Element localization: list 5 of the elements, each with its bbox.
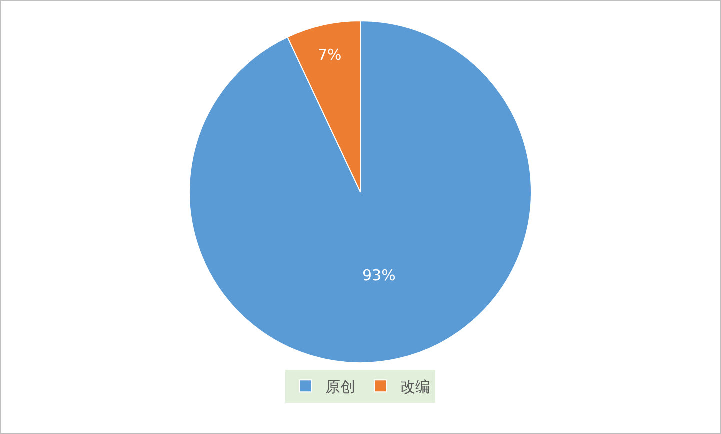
pie-slice bbox=[189, 20, 532, 364]
legend-label: 改编 bbox=[400, 378, 430, 396]
legend-label: 原创 bbox=[326, 378, 356, 396]
data-label: 93% bbox=[362, 266, 396, 284]
data-label: 7% bbox=[318, 46, 342, 64]
